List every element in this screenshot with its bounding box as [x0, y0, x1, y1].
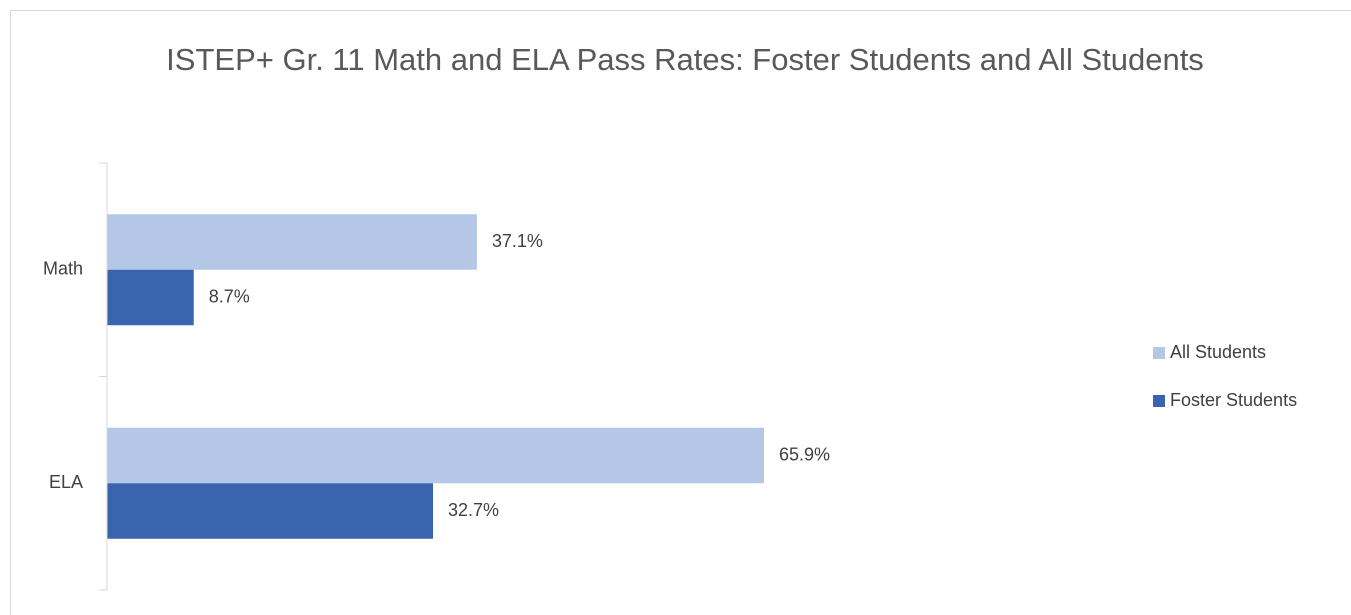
bar: [107, 269, 194, 326]
chart-frame: [10, 10, 1351, 615]
legend-swatch: [1153, 347, 1165, 359]
data-label: 8.7%: [209, 286, 250, 306]
bar: [107, 427, 765, 484]
chart-title: ISTEP+ Gr. 11 Math and ELA Pass Rates: F…: [166, 42, 1204, 77]
y-tick-label: ELA: [49, 472, 83, 492]
y-tick-label: Math: [43, 259, 83, 279]
bar: [107, 214, 477, 270]
data-label: 37.1%: [492, 231, 543, 251]
bar: [107, 483, 434, 539]
legend-label: All Students: [1170, 342, 1266, 362]
legend-label: Foster Students: [1170, 390, 1297, 410]
data-label: 65.9%: [779, 444, 830, 464]
data-label: 32.7%: [448, 500, 499, 520]
legend-swatch: [1153, 395, 1165, 407]
